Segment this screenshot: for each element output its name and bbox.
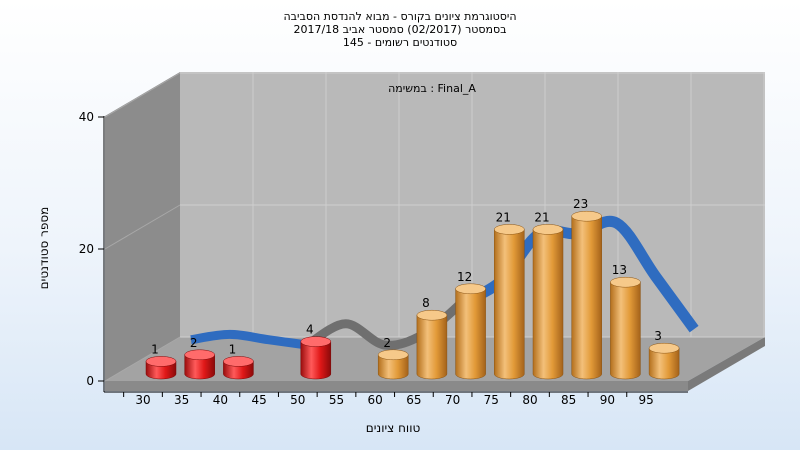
chart-subtitle-semester: בסמסטר (02/2017) סמסטר אביב 2017/18 <box>293 23 507 36</box>
data-label-70: 12 <box>457 270 472 284</box>
x-tick-label: 30 <box>135 393 150 407</box>
bar-top-35 <box>184 349 215 361</box>
bar-top-50 <box>300 336 332 347</box>
data-label-30: 1 <box>151 342 159 356</box>
data-label-40: 1 <box>229 342 237 356</box>
data-label-90: 13 <box>612 263 627 277</box>
x-tick-label: 90 <box>600 393 615 407</box>
gridline-side-20 <box>104 204 181 250</box>
data-label-65: 8 <box>422 296 430 310</box>
gridline-side-40 <box>104 72 181 118</box>
x-tick-label: 85 <box>561 393 576 407</box>
x-tick-label: 45 <box>251 393 266 407</box>
y-axis-label: מספר סטודנטים <box>37 207 51 290</box>
gridline-side-0 <box>104 336 181 382</box>
data-label-75: 21 <box>496 210 511 224</box>
chart-floor-side-edge <box>688 337 765 391</box>
x-tick-label: 60 <box>368 393 383 407</box>
y-tick-label: 40 <box>79 110 94 124</box>
data-label-60: 2 <box>383 336 391 350</box>
y-tick-label: 0 <box>86 374 94 388</box>
chart-title-block: היסטוגרמת ציונים בקורס - מבוא להנדסת הסב… <box>0 10 800 49</box>
data-label-35: 2 <box>190 336 198 350</box>
bar-top-80 <box>532 224 564 235</box>
bar-60 <box>377 354 409 380</box>
bar-top-75 <box>494 224 525 235</box>
x-tick-label: 80 <box>522 393 537 407</box>
data-label-50: 4 <box>306 323 314 337</box>
bar-top-95 <box>648 342 680 354</box>
x-tick-label: 50 <box>290 393 305 407</box>
x-tick-label: 40 <box>213 393 228 407</box>
bar-35 <box>184 354 215 380</box>
x-tick-label: 70 <box>445 393 460 407</box>
x-tick-label: 95 <box>638 393 653 407</box>
y-tick-label: 20 <box>79 242 94 256</box>
bar-top-85 <box>571 210 602 222</box>
axes: 0 20 40 30 35 40 45 50 55 60 65 70 75 80 85 90 95 <box>79 110 688 407</box>
x-tick-label: 75 <box>484 393 499 407</box>
chart-title: היסטוגרמת ציונים בקורס - מבוא להנדסת הסב… <box>283 10 517 23</box>
bar-85 <box>571 215 602 380</box>
bar-65 <box>416 314 448 380</box>
bar-70 <box>455 288 486 380</box>
bars <box>145 210 680 380</box>
data-label-95: 3 <box>654 329 662 343</box>
bar-top-90 <box>610 276 641 288</box>
x-tick-label: 55 <box>329 393 344 407</box>
chart-floor-edge <box>105 381 688 391</box>
bar-top-65 <box>416 309 448 321</box>
x-tick-label: 65 <box>406 393 421 407</box>
data-label-80: 21 <box>534 210 549 224</box>
x-tick-label: 35 <box>174 393 189 407</box>
bar-90 <box>610 281 641 380</box>
bar-80 <box>532 229 564 380</box>
trend-curve-segment <box>190 329 308 350</box>
bar-top-40 <box>223 356 254 367</box>
annotation-label: במשימה : Final_A <box>388 82 476 95</box>
data-label-85: 23 <box>573 197 588 211</box>
bar-75 <box>494 229 525 380</box>
x-axis-label: טווח ציונים <box>366 421 421 435</box>
bar-95 <box>648 347 680 380</box>
chart-subtitle-registered: סטודנטים רשומים - 145 <box>342 36 458 49</box>
bar-top-60 <box>377 349 409 361</box>
bar-50 <box>300 341 332 380</box>
bar-top-70 <box>455 283 486 295</box>
bar-top-30 <box>145 356 177 367</box>
